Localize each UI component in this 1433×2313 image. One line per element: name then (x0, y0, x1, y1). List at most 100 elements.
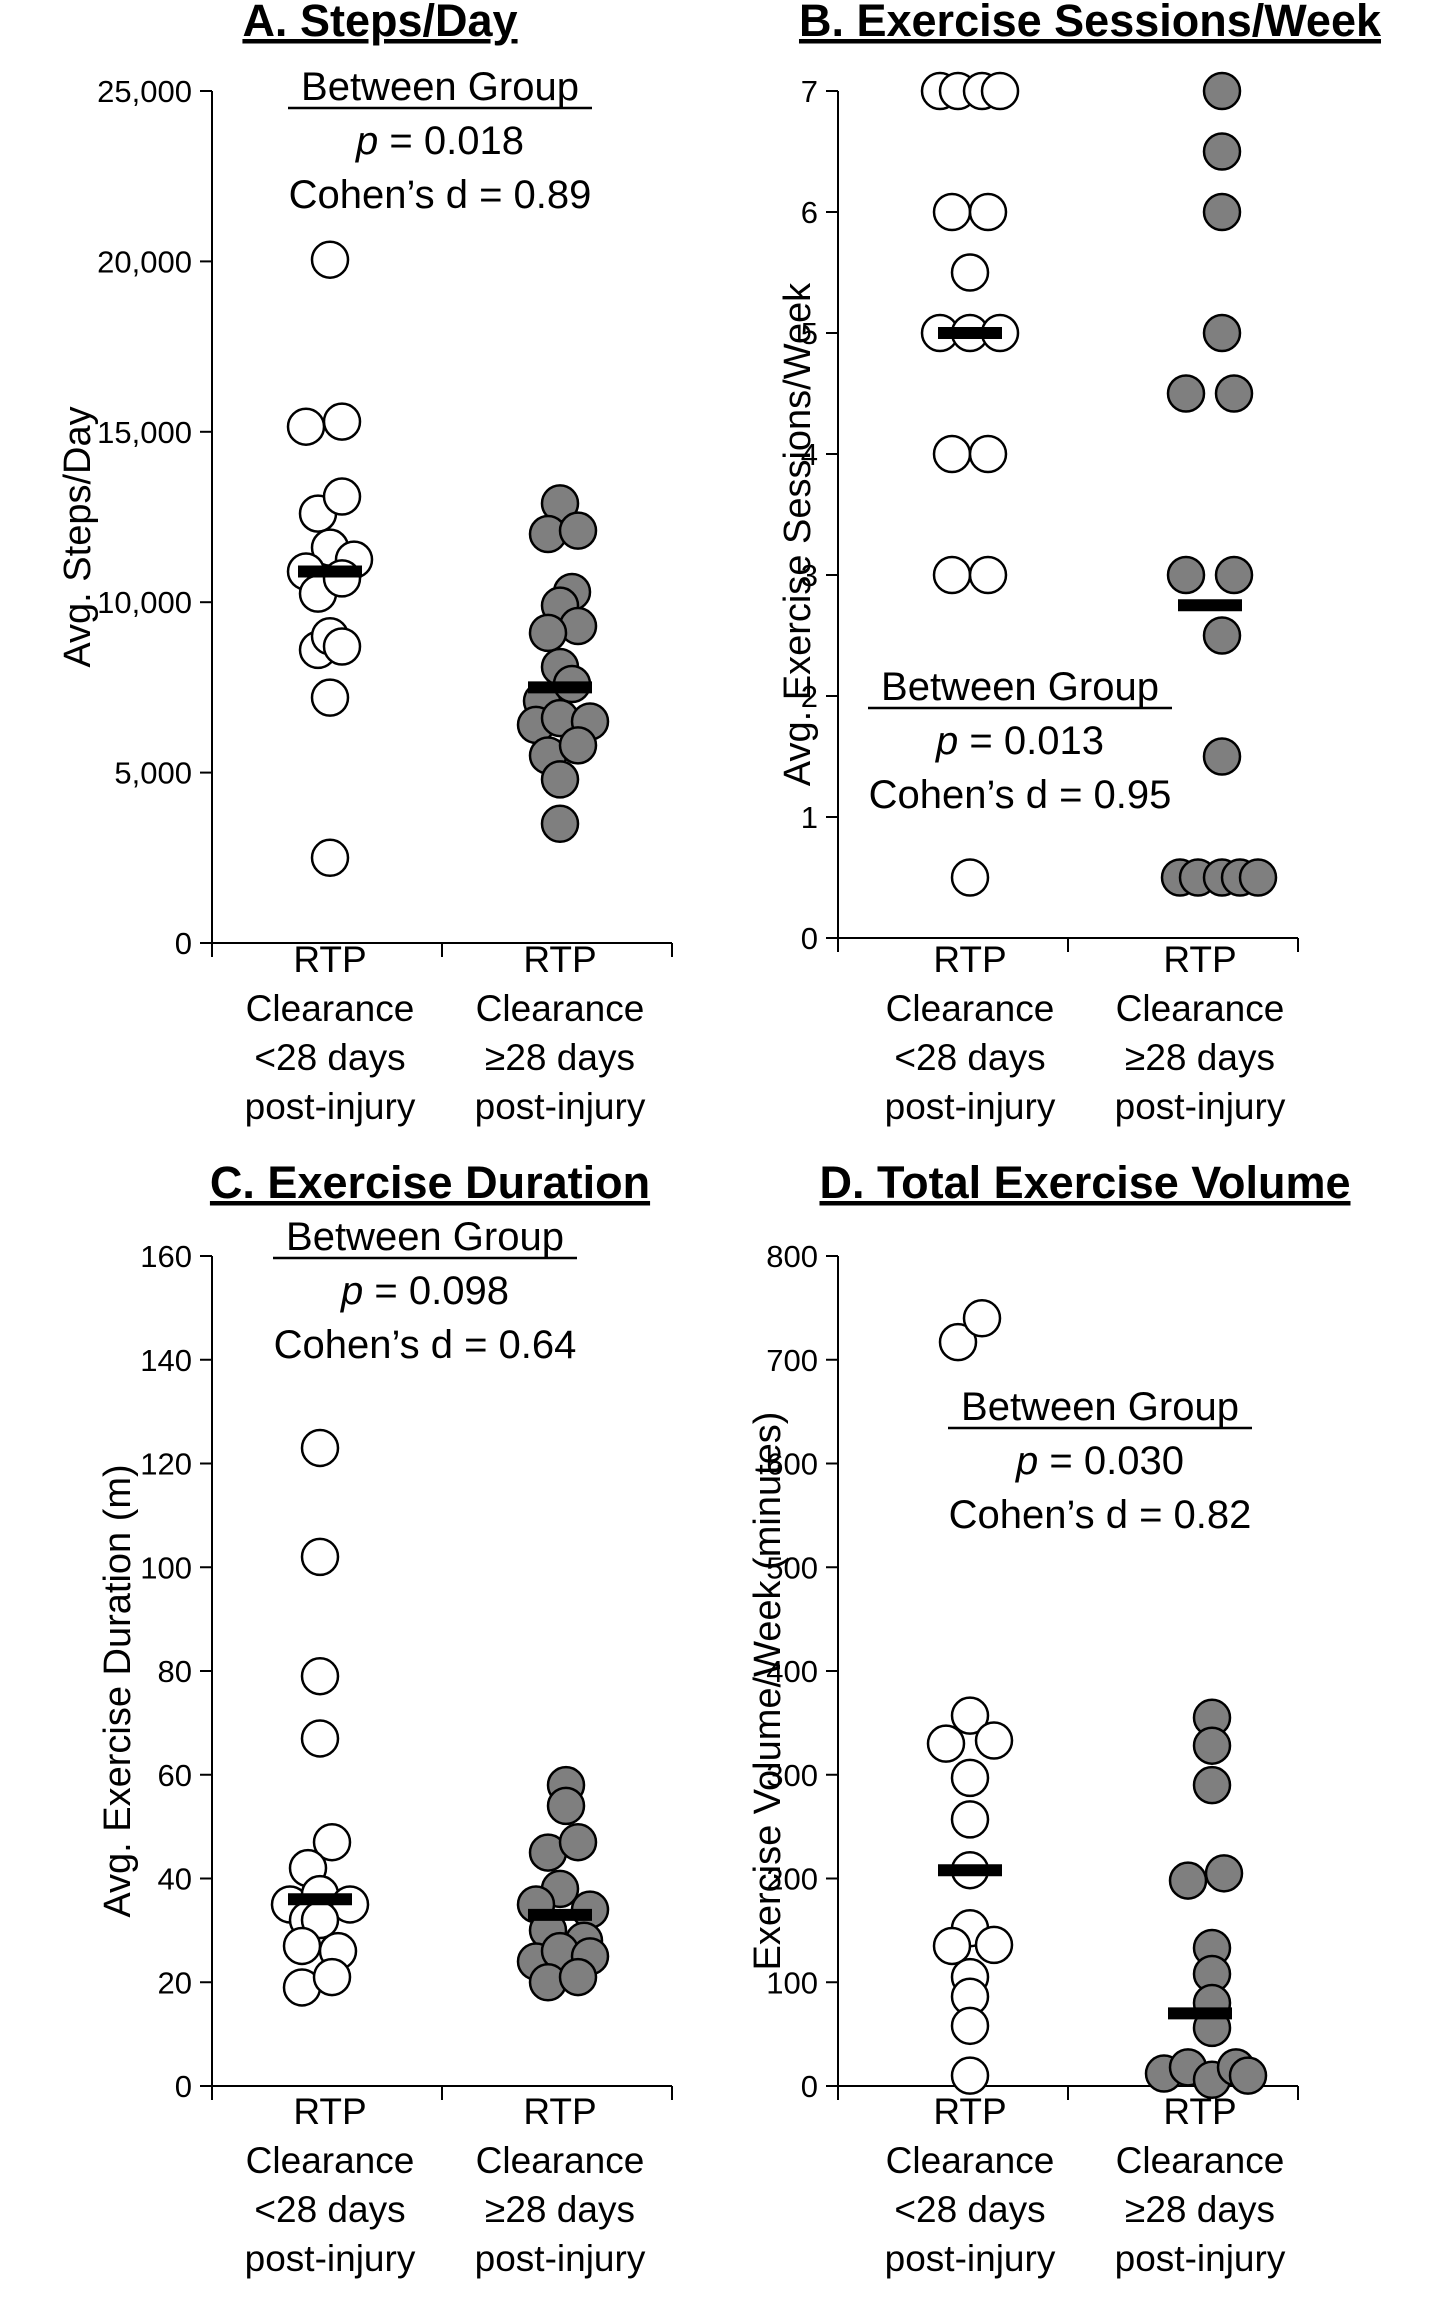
y-tick-label: 160 (140, 1239, 192, 1274)
annotation-p: p = 0.098 (340, 1269, 509, 1313)
data-point-early (322, 477, 362, 516)
data-point-early (322, 627, 362, 666)
data-point-early (974, 1925, 1014, 1965)
annotation-effect: Cohen’s d = 0.64 (274, 1323, 577, 1367)
category-label: ≥28 days (485, 1037, 635, 1078)
category-label: Clearance (246, 2140, 415, 2181)
y-tick-label: 100 (140, 1550, 192, 1585)
y-tick-label: 0 (801, 921, 818, 956)
annotation-p: p = 0.013 (935, 719, 1104, 763)
data-point-late (1238, 858, 1278, 897)
annotation-header: Between Group (286, 1215, 564, 1259)
y-tick-label: 140 (140, 1343, 192, 1378)
data-point-late (558, 1957, 598, 1997)
category-label: post-injury (1115, 2238, 1286, 2279)
data-point-late (1204, 1854, 1244, 1893)
y-tick-label: 5,000 (114, 756, 192, 791)
data-point-late (1166, 374, 1206, 413)
y-tick-label: 4 (801, 437, 818, 472)
p-symbol: p (1015, 1439, 1038, 1483)
y-tick-label: 0 (801, 2069, 818, 2104)
data-point-early (950, 1800, 990, 1839)
p-value: = 0.098 (363, 1269, 509, 1313)
category-label: ≥28 days (1125, 1037, 1275, 1078)
category-label: post-injury (1115, 1086, 1286, 1127)
data-point-early (282, 1926, 322, 1966)
category-label: Clearance (1116, 2140, 1285, 2181)
data-point-early (968, 434, 1008, 474)
data-point-early (312, 1822, 352, 1862)
y-tick-label: 5 (801, 316, 818, 351)
data-point-late (546, 1786, 586, 1826)
data-point-late (540, 804, 580, 843)
data-point-late (1202, 132, 1242, 171)
category-label: RTP (523, 2091, 596, 2132)
category-label: <28 days (254, 1037, 405, 1078)
panel-B: B. Exercise Sessions/Week 0 1 2 3 4 5 6 7 Avg. Ex… (777, 0, 1382, 1127)
y-tick-label: 400 (766, 1654, 818, 1689)
category-label: RTP (523, 939, 596, 980)
data-point-early (980, 71, 1020, 111)
annotation-effect: Cohen’s d = 0.89 (289, 173, 592, 217)
category-label: post-injury (245, 1086, 416, 1127)
data-point-late (558, 726, 598, 765)
p-symbol: p (340, 1269, 363, 1313)
panel-title: C. Exercise Duration (210, 1157, 650, 1208)
y-tick-label: 120 (140, 1447, 192, 1482)
data-point-early (312, 1957, 352, 1997)
data-point-late (1202, 737, 1242, 776)
panel-title: A. Steps/Day (242, 0, 517, 46)
y-tick-label: 700 (766, 1343, 818, 1378)
y-tick-label: 0 (175, 2069, 192, 2104)
data-point-early (950, 858, 990, 897)
data-point-late (558, 511, 598, 550)
category-label: Clearance (886, 2140, 1055, 2181)
data-point-early (310, 678, 350, 717)
data-point-early (950, 1758, 990, 1798)
data-point-early (974, 1721, 1014, 1760)
y-tick-label: 800 (766, 1239, 818, 1274)
y-tick-label: 100 (766, 1965, 818, 2000)
category-label: post-injury (885, 2238, 1056, 2279)
data-point-late (1192, 1765, 1232, 1805)
data-point-early (932, 1926, 972, 1966)
y-tick-label: 15,000 (97, 415, 192, 450)
data-point-early (932, 555, 972, 595)
annotation-header: Between Group (961, 1385, 1239, 1429)
data-point-early (310, 240, 350, 279)
category-label: ≥28 days (1125, 2189, 1275, 2230)
data-point-late (1202, 616, 1242, 655)
category-label: RTP (293, 939, 366, 980)
data-point-early (968, 555, 1008, 595)
data-point-early (950, 2006, 990, 2046)
category-label: Clearance (886, 988, 1055, 1029)
data-point-late (1202, 313, 1242, 353)
data-point-late (558, 1822, 598, 1862)
data-point-early (932, 434, 972, 474)
data-point-late (540, 760, 580, 799)
y-tick-label: 80 (158, 1654, 192, 1689)
p-value: = 0.018 (378, 119, 524, 163)
category-label: Clearance (246, 988, 415, 1029)
category-label: Clearance (476, 2140, 645, 2181)
panel-title: B. Exercise Sessions/Week (799, 0, 1382, 46)
category-label: Clearance (476, 988, 645, 1029)
panel-C: C. Exercise Duration 0 20 40 60 80 100 120 140 16… (97, 1157, 673, 2279)
category-label: ≥28 days (485, 2189, 635, 2230)
y-tick-label: 600 (766, 1447, 818, 1482)
y-tick-label: 300 (766, 1758, 818, 1793)
category-label: post-injury (885, 1086, 1056, 1127)
category-label: RTP (1163, 939, 1236, 980)
data-point-early (300, 1719, 340, 1758)
category-label: Clearance (1116, 988, 1285, 1029)
data-point-late (1192, 1726, 1232, 1765)
data-point-early (926, 1724, 966, 1763)
annotation-p: p = 0.018 (355, 119, 524, 163)
data-point-early (286, 407, 326, 446)
y-axis-label: Exercise Volume/Week (minutes) (747, 1412, 789, 1971)
data-point-late (1228, 2056, 1268, 2095)
category-label: RTP (933, 2091, 1006, 2132)
y-axis-label: Avg. Exercise Sessions/Week (777, 282, 819, 786)
y-tick-label: 20 (158, 1965, 192, 2000)
